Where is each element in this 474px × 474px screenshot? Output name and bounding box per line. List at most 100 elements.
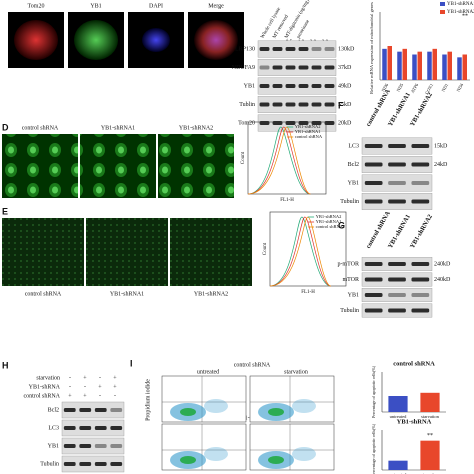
y-axis-label: Count xyxy=(241,151,246,164)
row-label: p-mTOR xyxy=(337,261,359,267)
band xyxy=(285,47,296,51)
image-label: YB1 xyxy=(90,3,101,9)
histogram-curve xyxy=(247,126,311,195)
cell-cloud xyxy=(268,408,284,416)
panel-label: E xyxy=(2,206,8,216)
bar xyxy=(442,54,447,80)
row-label: LC3 xyxy=(348,143,359,149)
bar xyxy=(432,48,437,80)
band xyxy=(324,102,335,107)
blot-frame xyxy=(361,288,433,302)
image-label: Tom20 xyxy=(28,3,45,9)
row-label: Tubulin xyxy=(340,308,359,314)
band xyxy=(388,199,406,204)
band xyxy=(110,444,123,448)
cell-cloud xyxy=(180,408,196,416)
image-label: Merge xyxy=(208,3,224,9)
plot-frame xyxy=(269,211,347,287)
bar xyxy=(387,46,392,80)
blot-frame xyxy=(61,455,125,473)
bar xyxy=(397,51,402,80)
bar xyxy=(388,396,408,412)
group-title: control shRNA xyxy=(234,362,271,368)
band xyxy=(285,102,296,107)
panel-label: H xyxy=(2,360,9,370)
image-label: YB1-shRNA2 xyxy=(179,125,213,131)
x-axis-label: FL1-H xyxy=(301,290,315,295)
band xyxy=(79,408,92,412)
row-label: Bcl2 xyxy=(48,407,59,413)
size-label: 49kD xyxy=(338,83,352,89)
bar xyxy=(417,51,422,80)
condition-label: control shRNA xyxy=(24,393,61,399)
band xyxy=(63,462,76,466)
bar xyxy=(420,440,440,470)
condition-sign: + xyxy=(113,375,117,381)
panel-a: Tom20 YB1 DAPI Merge xyxy=(8,3,244,68)
x-tick-label: ATP6 xyxy=(410,82,420,94)
micrograph xyxy=(86,218,168,286)
blot-frame xyxy=(361,174,433,192)
band xyxy=(411,308,430,313)
row-label: LC3 xyxy=(48,425,59,431)
x-tick-label: starvation xyxy=(421,414,439,419)
row-label: Tubulin xyxy=(40,461,59,467)
band xyxy=(272,102,283,107)
chart-title: YB1-shRNA xyxy=(397,418,432,425)
cell-cloud xyxy=(180,456,196,464)
band xyxy=(79,462,92,466)
band xyxy=(388,144,406,148)
condition-sign: + xyxy=(113,384,117,390)
band xyxy=(411,293,430,297)
band xyxy=(411,181,430,185)
histogram-curve xyxy=(269,216,331,287)
row-label: YB1 xyxy=(348,180,359,186)
histogram-curve xyxy=(247,126,311,195)
column-label: YB1-shRNA1 xyxy=(387,213,412,249)
bar xyxy=(420,392,440,412)
band xyxy=(259,102,270,107)
bar xyxy=(447,51,452,80)
band xyxy=(311,84,322,88)
y-axis-label: Percentage of apoptotic cells(%) xyxy=(371,423,376,474)
cell-cloud xyxy=(204,447,228,461)
band xyxy=(364,144,383,148)
legend-swatch xyxy=(440,10,445,14)
band xyxy=(311,102,322,107)
micrograph xyxy=(158,134,234,198)
band xyxy=(364,308,383,313)
band xyxy=(411,144,430,148)
band xyxy=(411,162,430,167)
band xyxy=(411,262,430,266)
blot-frame xyxy=(257,96,337,113)
row-label: YB1 xyxy=(48,443,59,449)
panel-d: D control shRNA YB1-shRNA1 YB1-shRNA2 xyxy=(2,122,234,198)
band xyxy=(388,308,406,313)
size-label: 24kD xyxy=(434,162,448,168)
condition-sign: + xyxy=(98,384,102,390)
legend-label: YB1-shRNA1 xyxy=(447,2,474,7)
x-tick-label: starvation xyxy=(421,472,439,474)
band xyxy=(311,65,322,70)
chart-title: control shRNA xyxy=(393,360,435,367)
band xyxy=(285,84,296,88)
histogram-curve xyxy=(247,126,311,195)
band xyxy=(259,47,270,51)
band xyxy=(63,408,76,412)
row-label: Tublin xyxy=(239,102,255,108)
size-label: 20kD xyxy=(338,120,352,126)
band xyxy=(259,121,270,125)
panel-e: E control shRNA YB1-shRNA1 YB1-shRNA2 xyxy=(2,206,252,297)
cell-cloud xyxy=(268,456,284,464)
band xyxy=(324,84,335,88)
band xyxy=(324,65,335,70)
row-label: YB1 xyxy=(244,83,255,89)
micrograph xyxy=(2,134,78,198)
band xyxy=(411,199,430,204)
condition-label: starvation xyxy=(36,375,60,381)
band xyxy=(110,426,123,430)
panel-label: F xyxy=(338,100,344,110)
